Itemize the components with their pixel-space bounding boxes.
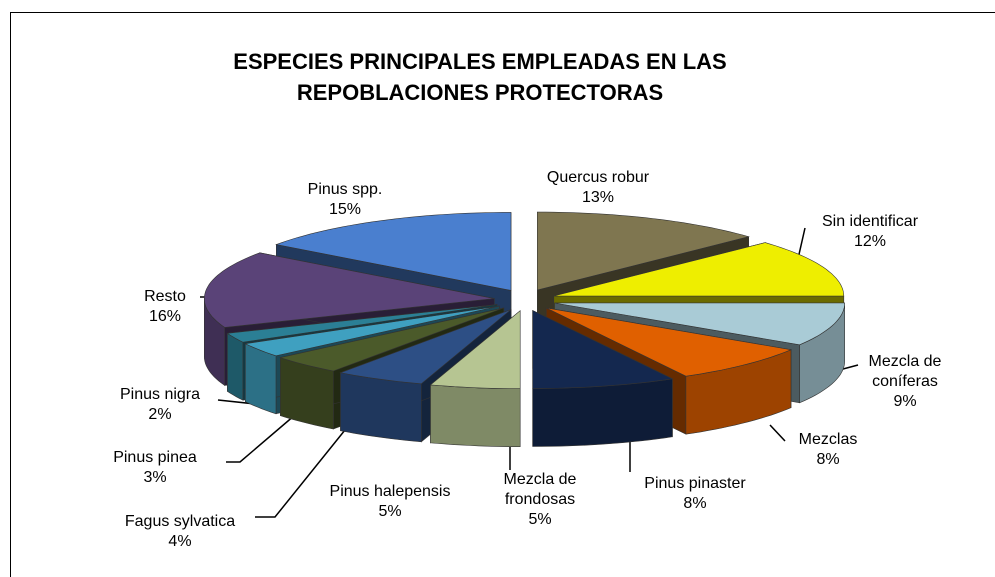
category-label: Fagus sylvatica xyxy=(124,513,236,530)
data-label: Pinus pinaster 8% xyxy=(644,474,745,514)
chart-title: ESPECIES PRINCIPALES EMPLEADAS EN LAS RE… xyxy=(233,49,727,105)
value-label: 3% xyxy=(143,469,167,486)
slice xyxy=(429,310,521,447)
slice-wall xyxy=(430,384,521,447)
category-label: Mezcla de coníferas xyxy=(868,353,942,390)
data-label: Mezclas 8% xyxy=(799,430,858,470)
category-label: Pinus pinaster xyxy=(644,475,746,492)
slice xyxy=(226,304,498,343)
slice xyxy=(532,310,674,447)
slice xyxy=(553,242,845,297)
slice xyxy=(429,310,521,389)
slice xyxy=(244,305,500,357)
chart-frame xyxy=(10,12,995,577)
category-label: Quercus robur xyxy=(546,169,650,186)
category-label: Pinus halepensis xyxy=(329,483,451,500)
leader-line xyxy=(769,424,786,442)
category-label: Pinus pinea xyxy=(113,449,197,466)
slice-wall xyxy=(227,332,244,401)
leader-line xyxy=(226,414,296,463)
slice-wall xyxy=(340,372,422,443)
value-label: 9% xyxy=(893,393,917,410)
slice xyxy=(203,252,495,328)
category-label: Pinus nigra xyxy=(119,386,201,403)
slice-wall xyxy=(532,378,673,447)
slice xyxy=(554,302,846,346)
data-label: Mezcla de coníferas 9% xyxy=(855,352,955,412)
slice xyxy=(339,309,512,385)
value-label: 12% xyxy=(853,233,887,250)
data-label: Mezcla de frondosas 5% xyxy=(495,470,585,530)
slice xyxy=(546,307,793,377)
category-label: Mezcla de frondosas xyxy=(503,471,577,508)
data-label: Pinus spp. 15% xyxy=(308,180,383,220)
value-label: 13% xyxy=(581,189,615,206)
data-label: Pinus pinea 3% xyxy=(113,448,197,488)
category-label: Resto xyxy=(144,288,186,305)
value-label: 15% xyxy=(328,201,362,218)
value-label: 2% xyxy=(148,406,172,423)
value-label: 8% xyxy=(683,495,707,512)
data-label: Sin identificar 12% xyxy=(822,212,918,252)
value-label: 4% xyxy=(168,533,192,550)
data-label: Pinus nigra 2% xyxy=(120,385,200,425)
slice xyxy=(275,212,512,291)
category-label: Mezclas xyxy=(798,431,858,448)
slice xyxy=(279,307,504,372)
value-label: 8% xyxy=(816,451,840,468)
data-label: Pinus halepensis 5% xyxy=(330,482,451,522)
slice xyxy=(532,310,674,389)
slice xyxy=(537,211,750,291)
category-label: Pinus spp. xyxy=(307,181,383,198)
leader-line xyxy=(255,429,346,518)
value-label: 16% xyxy=(148,308,182,325)
value-label: 5% xyxy=(528,511,552,528)
category-label: Sin identificar xyxy=(821,213,919,230)
data-label: Quercus robur 13% xyxy=(547,168,649,208)
pie xyxy=(203,211,846,447)
data-label: Resto 16% xyxy=(144,287,186,327)
value-label: 5% xyxy=(378,503,402,520)
data-label: Fagus sylvatica 4% xyxy=(125,512,235,552)
